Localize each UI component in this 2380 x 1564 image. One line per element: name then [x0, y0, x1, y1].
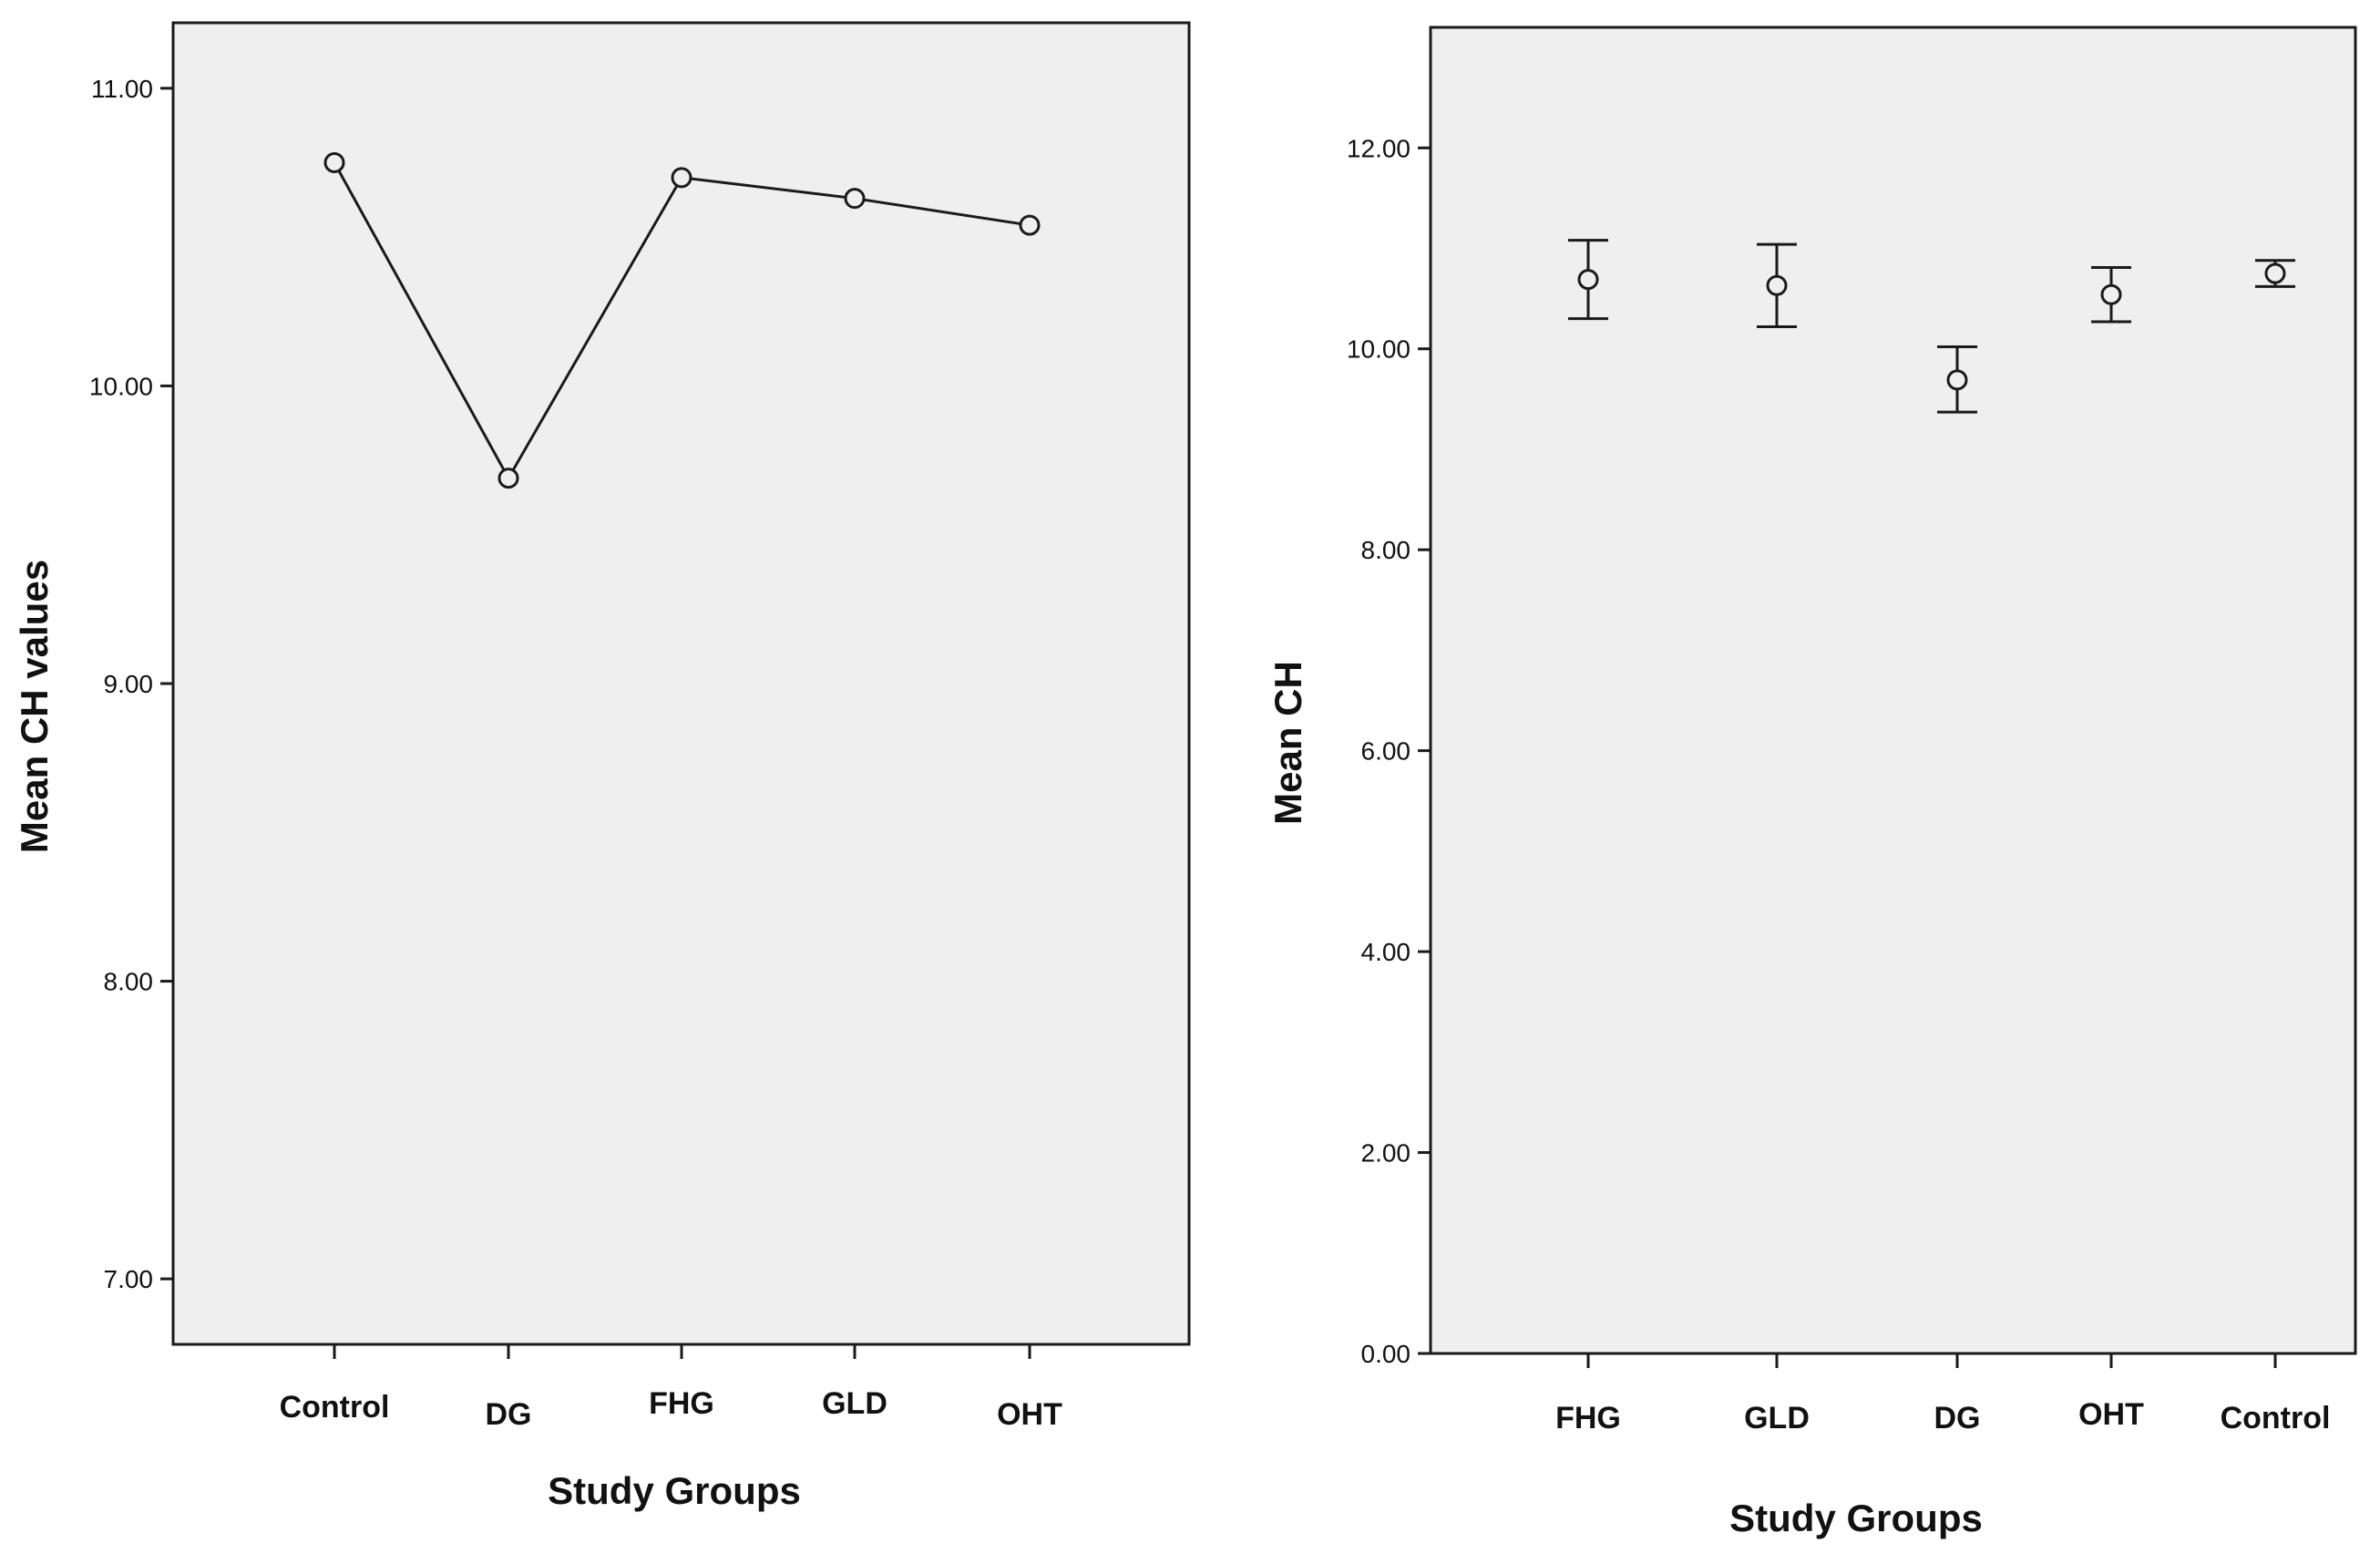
left-line-segment	[507, 177, 683, 479]
left-series-line	[323, 151, 1041, 489]
right-data-point	[1766, 274, 1788, 296]
right-y-tick-label: 2.00	[1361, 1139, 1411, 1168]
left-y-tick-label: 11.00	[91, 75, 153, 103]
left-y-tick-label: 8.00	[104, 968, 154, 996]
right-x-tick-label: OHT	[2078, 1397, 2144, 1432]
right-y-tick-label: 0.00	[1361, 1340, 1411, 1368]
left-data-point	[844, 188, 866, 210]
left-x-axis-title: Study Groups	[548, 1469, 801, 1512]
left-x-tick-label: OHT	[997, 1397, 1062, 1432]
right-x-tick-label: DG	[1934, 1401, 1981, 1435]
left-line-segment	[681, 176, 856, 201]
left-y-tick-label: 10.00	[89, 372, 153, 400]
line-chart-mean-ch-values: 7.00 8.00 9.00 10.00 11.00 Control DG FHG GLD OH…	[13, 21, 1191, 1512]
right-y-tick-label: 4.00	[1361, 938, 1411, 966]
right-x-tick-label: Control	[2221, 1401, 2331, 1435]
left-plot-area	[171, 21, 1191, 1346]
error-bar-chart-mean-ch: 0.00 2.00 4.00 6.00 8.00 10.00 12.00 FHG GLD DG O…	[1267, 26, 2357, 1539]
left-y-axis-title: Mean CH values	[13, 560, 56, 853]
left-data-point	[1019, 214, 1041, 236]
right-y-tick-label: 6.00	[1361, 737, 1411, 766]
left-x-tick-label: FHG	[649, 1386, 714, 1421]
left-x-tick-label: GLD	[822, 1386, 887, 1421]
right-y-tick-label: 10.00	[1347, 335, 1411, 364]
left-x-axis-ticks: Control DG FHG GLD OHT	[280, 1344, 1062, 1432]
right-data-point	[2100, 283, 2122, 305]
right-series-points	[1568, 239, 2295, 414]
right-x-tick-label: GLD	[1744, 1401, 1810, 1435]
right-data-point	[2264, 262, 2286, 284]
left-x-tick-label: Control	[280, 1390, 390, 1425]
right-y-axis-title: Mean CH	[1267, 661, 1309, 825]
left-line-segment	[333, 161, 510, 479]
left-data-point	[671, 167, 692, 189]
right-y-tick-label: 12.00	[1347, 134, 1411, 162]
left-y-tick-label: 9.00	[104, 670, 154, 698]
right-y-tick-label: 8.00	[1361, 536, 1411, 564]
left-data-point	[323, 151, 345, 173]
left-data-point	[498, 468, 519, 489]
right-x-tick-label: FHG	[1555, 1401, 1621, 1435]
right-x-axis-title: Study Groups	[1729, 1497, 1983, 1539]
right-x-axis-ticks: FHG GLD DG OHT Control	[1555, 1353, 2330, 1435]
right-data-point	[1577, 269, 1599, 291]
right-data-point	[1946, 369, 1968, 391]
right-y-axis-ticks: 0.00 2.00 4.00 6.00 8.00 10.00 12.00	[1347, 134, 1431, 1368]
left-line-segment	[854, 197, 1031, 227]
left-y-axis-ticks: 7.00 8.00 9.00 10.00 11.00	[89, 75, 173, 1293]
right-plot-area	[1429, 26, 2357, 1355]
left-x-tick-label: DG	[486, 1397, 532, 1432]
left-y-tick-label: 7.00	[104, 1265, 154, 1293]
